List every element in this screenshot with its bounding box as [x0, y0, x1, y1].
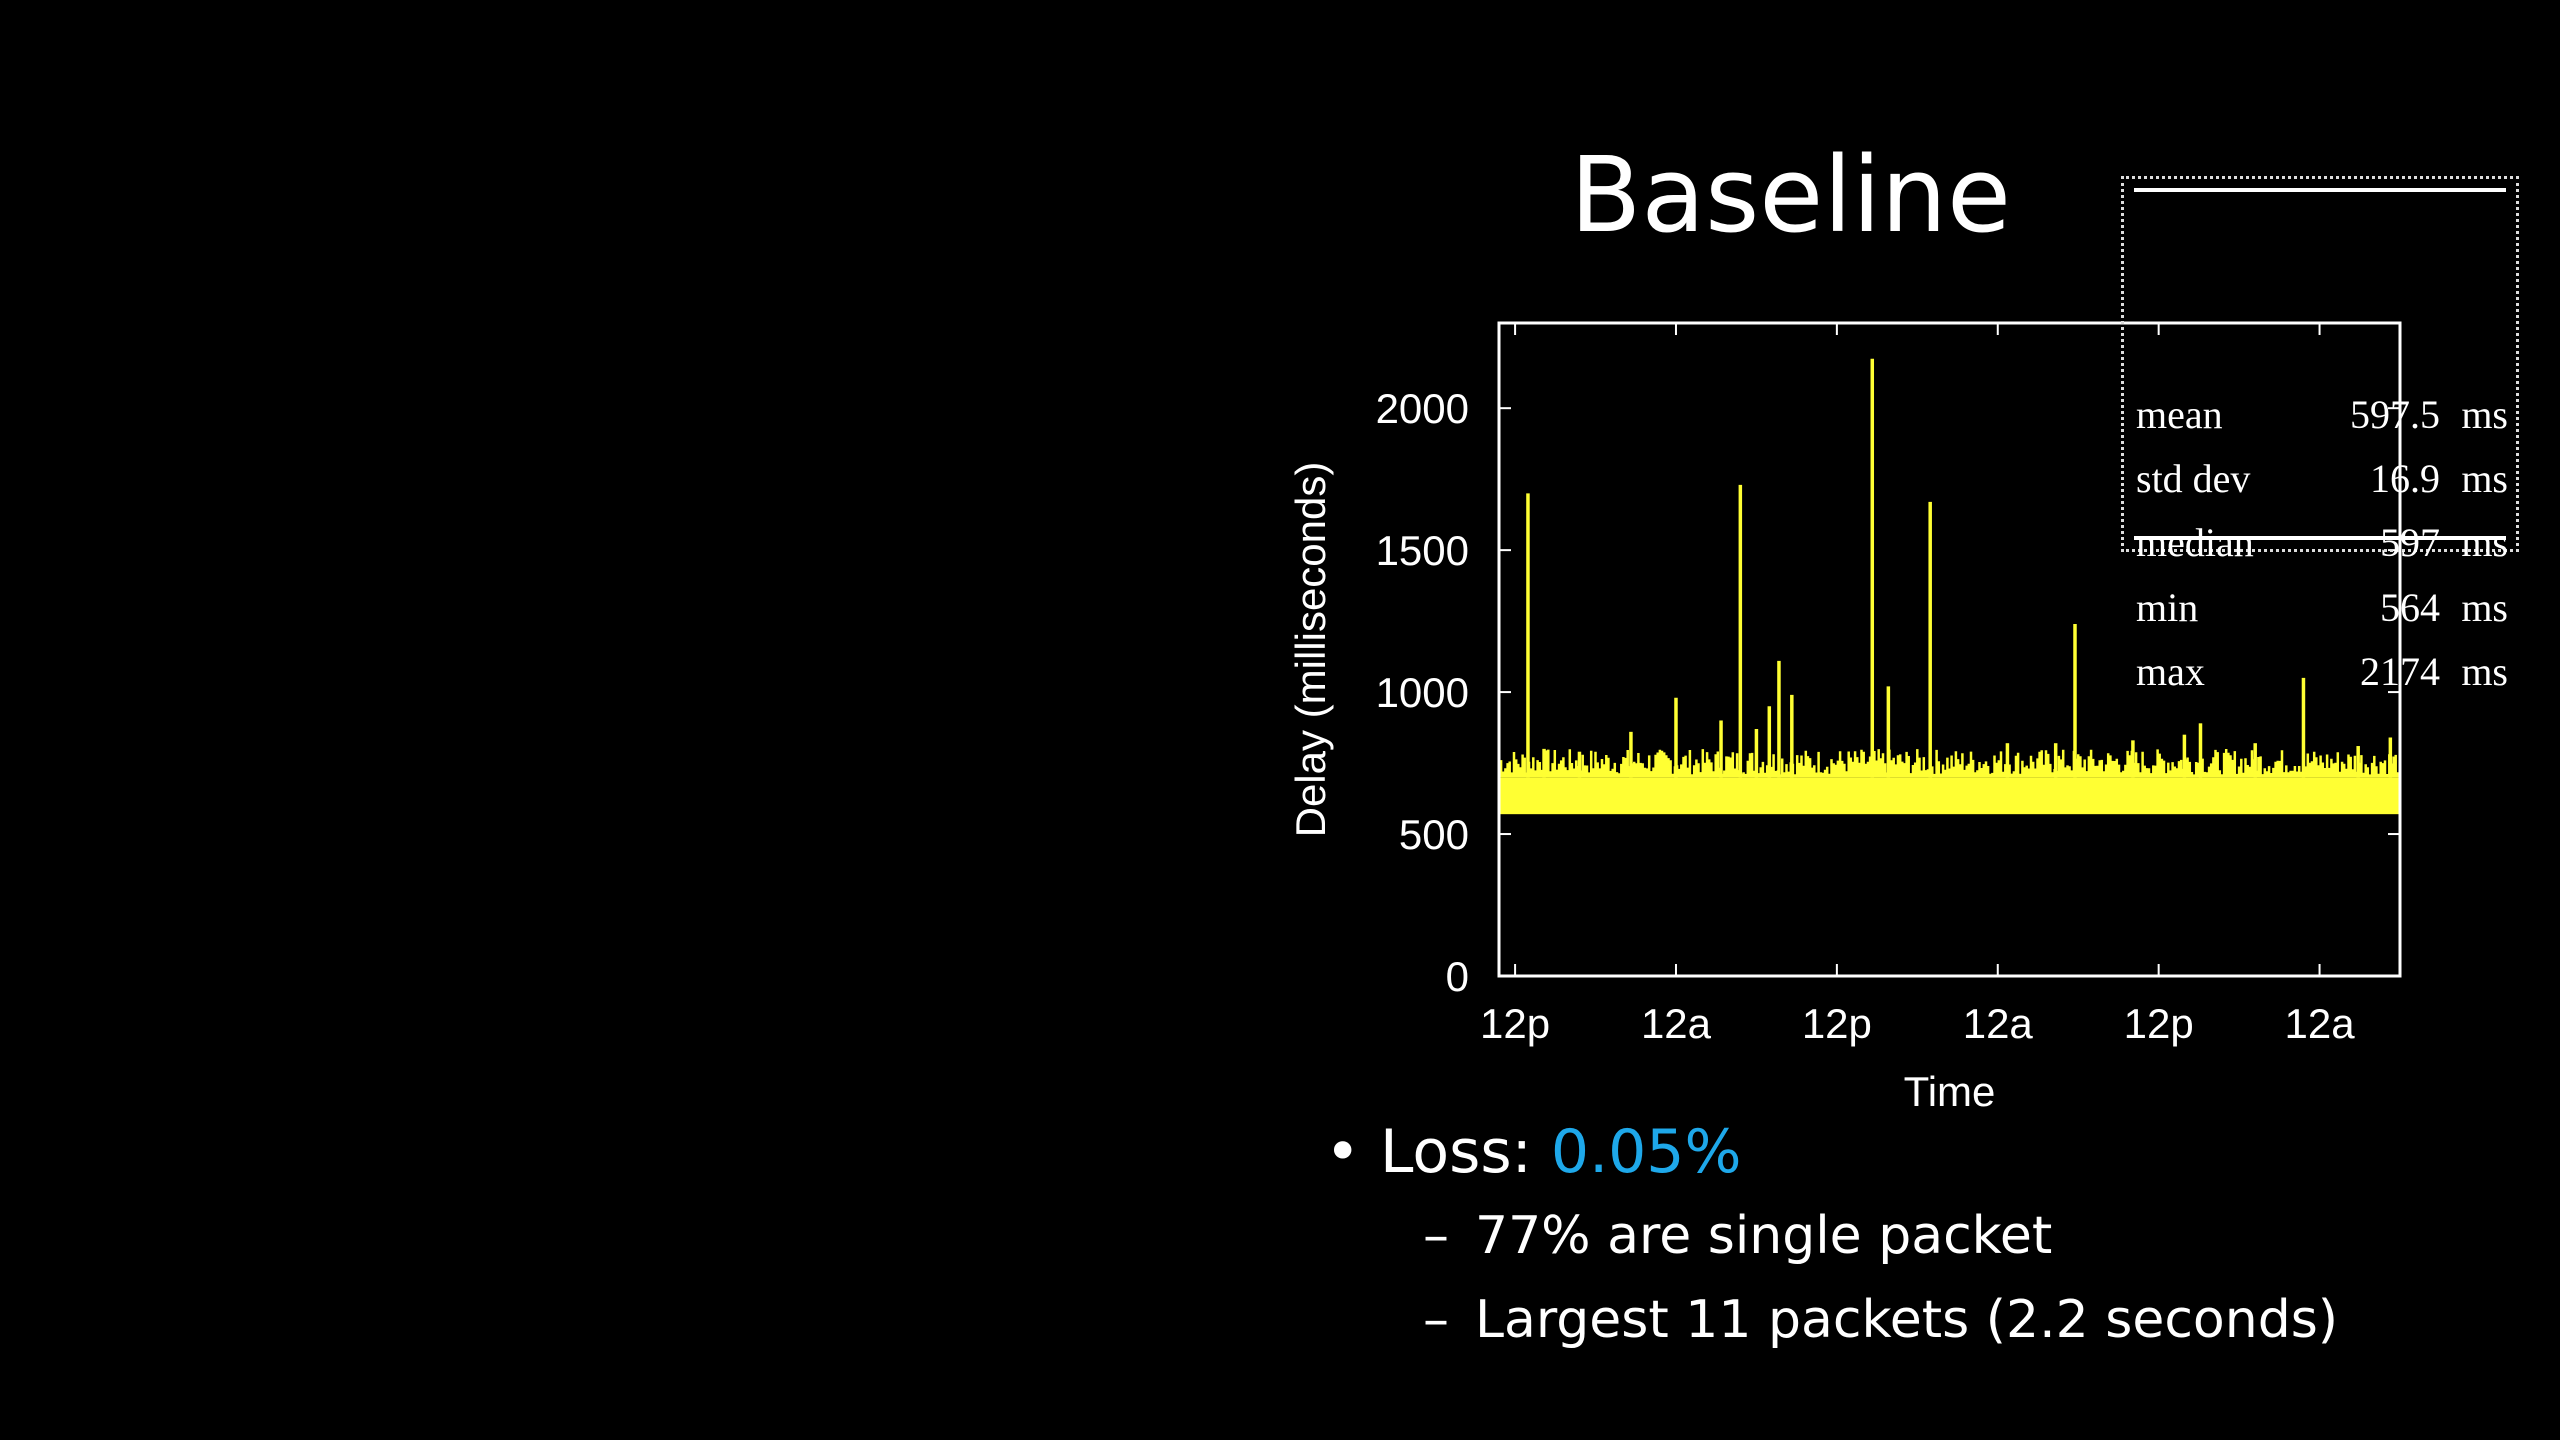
- series-noise: [1497, 749, 2402, 778]
- bullet-dot-icon: •: [1325, 1117, 1361, 1187]
- plot-frame: [1497, 321, 2402, 978]
- stat-unit: ms: [2461, 649, 2508, 694]
- bullet-sub-item: – Largest 11 packets (2.2 seconds): [1423, 1278, 2525, 1362]
- stats-box: mean 597.5 ms std dev 16.9 ms median 597…: [2121, 176, 2519, 694]
- x-tick-label: 12a: [1641, 1000, 1712, 1047]
- y-axis-label: Delay (milliseconds): [1287, 462, 1334, 838]
- bullet-sub-item: –77% are single packet: [1423, 1194, 2525, 1278]
- y-tick-label: 500: [1399, 811, 1469, 858]
- stat-unit: ms: [2461, 456, 2508, 501]
- stat-value: 16.9: [2370, 456, 2440, 501]
- bullet-list: • Loss: 0.05% –77% are single packet – Lar…: [1325, 1110, 2525, 1362]
- stat-value: 597: [2380, 520, 2440, 565]
- dash-icon: –: [1423, 1206, 1449, 1266]
- x-tick-label: 12p: [1802, 1000, 1872, 1047]
- stat-unit: ms: [2461, 392, 2508, 437]
- stat-row-max: max 2174 ms: [2136, 642, 2508, 702]
- dash-icon: –: [1423, 1290, 1449, 1350]
- x-tick-label: 12p: [2124, 1000, 2194, 1047]
- y-tick-label: 2000: [1376, 385, 1469, 432]
- stat-value: 2174: [2360, 649, 2440, 694]
- slide-title: Baseline: [1570, 134, 2011, 256]
- y-tick-label: 1000: [1376, 669, 1469, 716]
- sub-item-text: 77% are single packet: [1475, 1206, 2053, 1266]
- stat-unit: ms: [2461, 520, 2508, 565]
- y-tick-label: 1500: [1376, 527, 1469, 574]
- x-tick-label: 12a: [1963, 1000, 2034, 1047]
- stat-name: mean: [2136, 392, 2223, 437]
- stats-bottom-rule: [2134, 536, 2506, 540]
- stat-name: median: [2136, 520, 2254, 565]
- loss-label: Loss:: [1380, 1117, 1551, 1187]
- stat-row-mean: mean 597.5 ms: [2136, 385, 2508, 445]
- bullet-loss: • Loss: 0.05%: [1325, 1110, 2525, 1194]
- series-baseline-band: [1499, 777, 2400, 815]
- stat-row-std-dev: std dev 16.9 ms: [2136, 449, 2508, 509]
- loss-value: 0.05%: [1550, 1117, 1742, 1187]
- y-tick-label: 0: [1446, 953, 1469, 1000]
- stat-value: 564: [2380, 585, 2440, 630]
- stat-row-min: min 564 ms: [2136, 578, 2508, 638]
- x-tick-label: 12a: [2285, 1000, 2356, 1047]
- sub-item-text: Largest 11 packets (2.2 seconds): [1475, 1290, 2339, 1350]
- stat-row-median: median 597 ms: [2136, 513, 2508, 573]
- x-tick-label: 12p: [1480, 1000, 1550, 1047]
- x-axis-label: Time: [1904, 1068, 1996, 1115]
- stat-value: 597.5: [2350, 392, 2440, 437]
- stat-unit: ms: [2461, 585, 2508, 630]
- stat-name: max: [2136, 649, 2205, 694]
- stats-top-rule: [2134, 188, 2506, 192]
- stat-name: std dev: [2136, 456, 2251, 501]
- stat-name: min: [2136, 585, 2199, 630]
